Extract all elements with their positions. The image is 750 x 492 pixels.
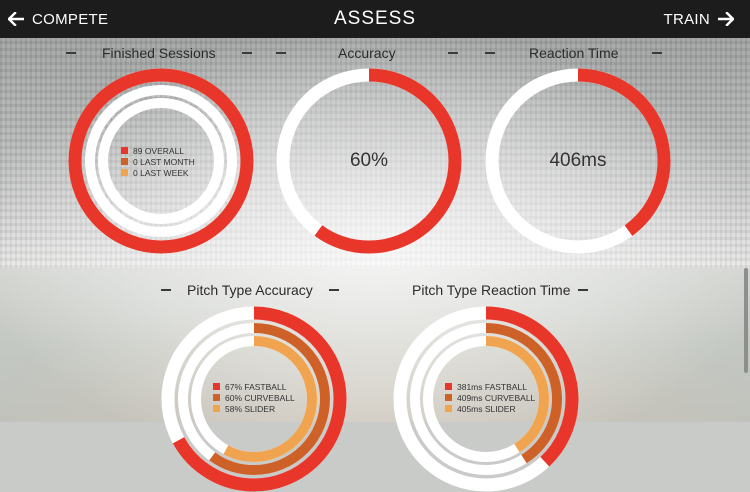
reaction-time-header: Reaction Time	[485, 44, 663, 62]
arrow-right-icon	[718, 12, 734, 26]
pitch-type-accuracy-title: Pitch Type Accuracy	[187, 282, 313, 298]
legend-swatch	[213, 383, 220, 390]
collapse-dash-icon[interactable]	[161, 289, 171, 291]
reaction-time-title: Reaction Time	[529, 45, 619, 61]
finished-sessions-header: Finished Sessions	[66, 44, 252, 62]
legend-item: 89 OVERALL	[121, 145, 195, 156]
collapse-dash-icon[interactable]	[578, 289, 589, 291]
legend-label: 0 LAST MONTH	[133, 156, 195, 167]
collapse-dash-icon[interactable]	[241, 52, 252, 54]
vertical-scrollbar[interactable]	[744, 268, 748, 373]
legend-label: 0 LAST WEEK	[133, 167, 189, 178]
collapse-dash-icon[interactable]	[447, 52, 458, 54]
reaction-time-value: 406ms	[549, 150, 607, 171]
legend-swatch	[121, 169, 128, 176]
legend-swatch	[445, 394, 452, 401]
accuracy-value: 60%	[349, 150, 389, 171]
finished-sessions-chart	[68, 68, 254, 254]
reaction-time-ring-fill	[485, 68, 671, 254]
legend-swatch	[445, 405, 452, 412]
legend-label: 405ms SLIDER	[457, 403, 516, 414]
legend-item: 409ms CURVEBALL	[445, 392, 535, 403]
legend-swatch	[121, 147, 128, 154]
slider-ring-fill	[423, 336, 549, 462]
finished-sessions-ring-svg	[68, 68, 254, 254]
collapse-dash-icon[interactable]	[276, 52, 286, 54]
legend-item: 0 LAST MONTH	[121, 156, 195, 167]
finished-sessions-title: Finished Sessions	[102, 45, 216, 61]
pitch-type-accuracy-header: Pitch Type Accuracy	[161, 281, 339, 299]
finished-sessions-legend: 89 OVERALL 0 LAST MONTH 0 LAST WEEK	[121, 145, 195, 178]
legend-item: 58% SLIDER	[213, 403, 295, 414]
last-week-ring-track	[98, 98, 224, 224]
top-navigation-bar: COMPETE ASSESS TRAIN	[0, 0, 750, 38]
accuracy-header: Accuracy	[276, 44, 458, 62]
reaction-time-chart	[485, 68, 671, 254]
legend-item: 67% FASTBALL	[213, 381, 295, 392]
pitch-type-reaction-time-title: Pitch Type Reaction Time	[412, 282, 571, 298]
page-title: ASSESS	[333, 8, 417, 29]
pitch-type-reaction-time-legend: 381ms FASTBALL 409ms CURVEBALL 405ms SLI…	[445, 381, 535, 414]
legend-label: 60% CURVEBALL	[225, 392, 295, 403]
curveball-ring-fill	[410, 323, 562, 475]
legend-swatch	[213, 405, 220, 412]
legend-item: 405ms SLIDER	[445, 403, 535, 414]
overall-ring	[68, 68, 254, 254]
legend-label: 409ms CURVEBALL	[457, 392, 536, 403]
train-label: TRAIN	[663, 10, 710, 28]
legend-swatch	[213, 394, 220, 401]
legend-item: 381ms FASTBALL	[445, 381, 535, 392]
legend-label: 58% SLIDER	[225, 403, 276, 414]
legend-swatch	[445, 383, 452, 390]
accuracy-ring-svg	[276, 68, 462, 254]
legend-swatch	[121, 158, 128, 165]
pitch-type-reaction-time-rings-svg	[393, 306, 579, 492]
arrow-left-icon	[8, 12, 24, 26]
pitch-type-accuracy-legend: 67% FASTBALL 60% CURVEBALL 58% SLIDER	[213, 381, 295, 414]
pitch-type-reaction-time-chart	[393, 306, 579, 492]
reaction-time-ring-svg	[485, 68, 671, 254]
legend-label: 89 OVERALL	[133, 145, 185, 156]
pitch-type-reaction-time-header: Pitch Type Reaction Time	[393, 281, 589, 299]
accuracy-title: Accuracy	[338, 45, 396, 61]
collapse-dash-icon[interactable]	[328, 289, 339, 291]
accuracy-ring-fill	[276, 68, 462, 254]
legend-item: 60% CURVEBALL	[213, 392, 295, 403]
compete-nav-button[interactable]: COMPETE	[8, 0, 108, 38]
collapse-dash-icon[interactable]	[485, 52, 495, 54]
train-nav-button[interactable]: TRAIN	[663, 0, 734, 38]
legend-label: 67% FASTBALL	[225, 381, 287, 392]
collapse-dash-icon[interactable]	[66, 52, 76, 54]
compete-label: COMPETE	[32, 10, 109, 28]
legend-item: 0 LAST WEEK	[121, 167, 195, 178]
accuracy-chart	[276, 68, 462, 254]
last-month-ring-track	[85, 85, 237, 237]
fastball-ring-fill	[393, 306, 579, 492]
legend-label: 381ms FASTBALL	[457, 381, 527, 392]
collapse-dash-icon[interactable]	[652, 52, 663, 54]
